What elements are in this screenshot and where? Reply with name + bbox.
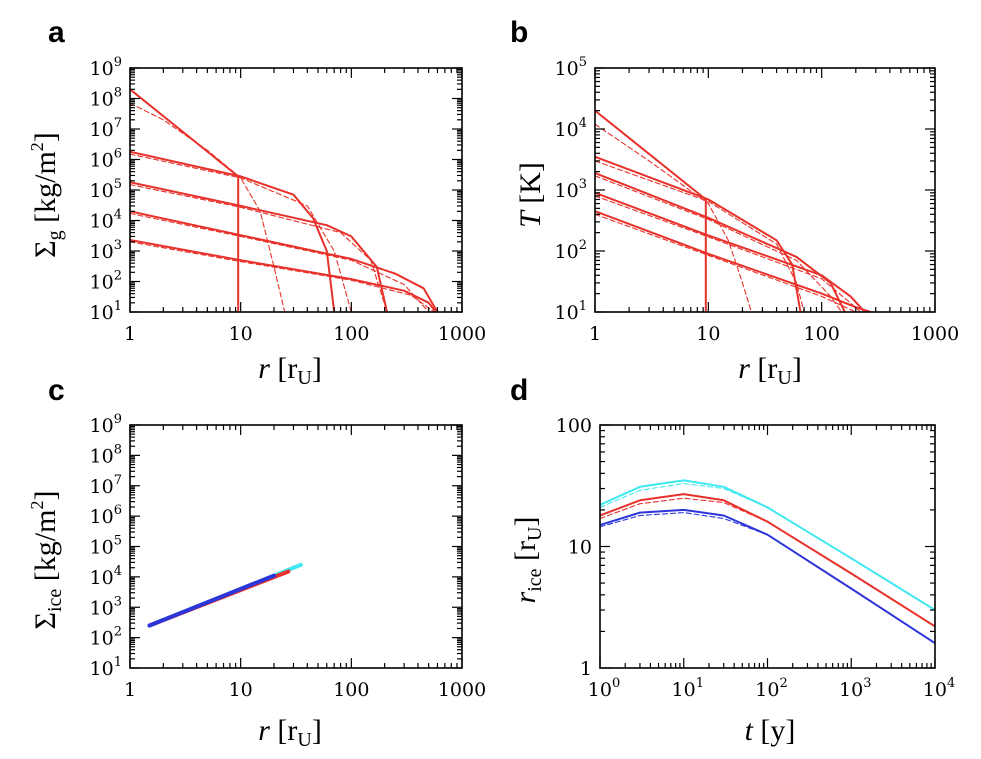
y-tick-label: 105 [555,55,587,80]
x-tick-label: 1 [589,323,601,345]
y-tick-label: 106 [90,147,122,172]
x-tick-label: 103 [839,676,871,701]
xlabel-b: r [rU] [738,352,802,389]
y-tick-label: 101 [90,299,122,324]
series-b-solid-4 [595,191,866,312]
ylabel-b: T [K] [514,162,547,228]
panel-letter-c: c [48,374,65,407]
y-tick-label: 109 [90,55,122,80]
y-tick-label: 107 [90,116,122,141]
y-tick-label: 101 [90,655,122,680]
ylabel-c: Σice [kg/m2] [27,491,66,630]
ylabel-a: Σg [kg/m2] [27,132,66,258]
y-tick-label: 103 [90,238,122,263]
series-a-solid-1 [130,88,240,312]
series-b-solid-3 [595,172,846,312]
series-c-blue [147,573,276,628]
plot-frame-c [129,424,463,669]
series-b-dashed-1 [595,123,752,312]
x-tick-label: 1 [124,323,136,345]
ylabel-d: rice [rU] [509,517,546,604]
series-b-solid-5 [595,210,872,312]
x-tick-label: 102 [755,676,787,701]
series-d-blue [600,508,935,645]
y-tick-label: 102 [555,238,587,263]
y-tick-label: 104 [90,564,122,589]
x-tick-label: 1000 [911,323,959,345]
series-a-solid-3 [130,181,388,312]
x-tick-label: 1000 [438,679,486,701]
series-d-red-dashed [600,497,935,627]
series-b-dashed-4 [595,195,862,312]
y-tick-label: 104 [555,116,587,141]
series-a-dashed-4 [130,212,430,312]
x-tick-label: 10 [229,679,253,701]
y-tick-label: 10 [568,537,592,559]
x-tick-label: 101 [672,676,704,701]
panel-c: 1 10 100 1000 101 102 103 104 105 106 107 108 109 [90,412,487,701]
series-a-solid-4 [130,210,439,312]
panel-b: 1 10 100 1000 101 102 103 104 105 [555,55,960,345]
series-b-dashed-5 [595,213,857,312]
panel-d: 100 101 102 103 104 1 10 100 [556,415,956,701]
x-tick-label: 104 [923,676,955,701]
y-tick-label: 104 [90,208,122,233]
panel-letter-d: d [510,374,528,407]
y-tick-label: 108 [90,86,122,111]
panel-letter-a: a [48,16,65,49]
series-a-solid-5 [130,239,437,312]
xlabel-a: r [rU] [258,352,322,389]
series-b-dashed-3 [595,175,843,312]
series-a-dashed-3 [130,184,388,312]
y-tick-label: 106 [90,503,122,528]
series-a-dashed-5 [130,241,435,312]
y-tick-label: 100 [556,415,592,437]
y-tick-label: 102 [90,269,122,294]
series-d-cyan-dashed [600,482,935,611]
y-tick-label: 1 [580,658,592,680]
series-d-blue-dashed [600,512,935,644]
x-tick-label: 1 [124,679,136,701]
xlabel-c: r [rU] [258,714,322,751]
y-tick-label: 109 [90,412,122,437]
plot-frame-d [599,424,936,669]
y-tick-label: 103 [555,177,587,202]
x-tick-label: 100 [588,676,620,701]
series-a-solid-2 [130,150,336,312]
series-a-dashed-2 [130,153,352,312]
y-tick-label: 102 [90,625,122,650]
y-tick-label: 107 [90,473,122,498]
x-tick-label: 10 [229,323,253,345]
panel-letter-b: b [510,16,528,49]
plot-frame-a [129,67,463,313]
y-tick-label: 103 [90,594,122,619]
y-tick-label: 101 [555,299,587,324]
y-tick-label: 108 [90,442,122,467]
x-tick-label: 100 [804,323,840,345]
panel-a: 1 10 100 1000 101 102 103 104 105 106 107 108 109 [90,55,487,345]
xlabel-d: t [y] [745,714,796,747]
x-tick-label: 100 [333,679,369,701]
series-d-red [600,493,935,628]
series-b-solid-2 [595,155,802,312]
series-a-dashed-1 [130,102,286,312]
y-tick-label: 105 [90,177,122,202]
series-b-dashed-2 [595,160,805,312]
x-tick-label: 10 [696,323,720,345]
x-tick-label: 100 [333,323,369,345]
y-tick-label: 105 [90,534,122,559]
x-tick-label: 1000 [438,323,486,345]
